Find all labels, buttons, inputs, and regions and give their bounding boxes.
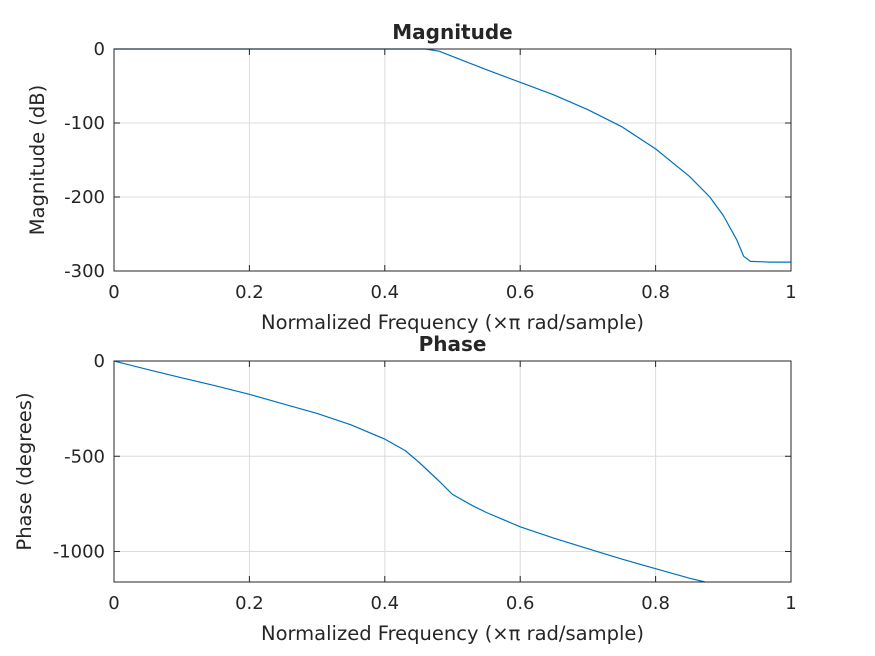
x-tick-label: 1 bbox=[785, 593, 796, 614]
phase-plot: 0 0.2 0.4 0.6 0.8 1 -1000 -500 0 Phase Normalized … bbox=[13, 332, 797, 645]
y-tick-label: 0 bbox=[94, 351, 105, 372]
series-line bbox=[113, 360, 706, 583]
y-tick-label: -1000 bbox=[53, 542, 105, 563]
y-tick-label: -500 bbox=[64, 446, 105, 467]
y-axis-label: Phase (degrees) bbox=[13, 392, 36, 550]
y-tick-label: -300 bbox=[64, 261, 105, 282]
x-tick-label: 0.8 bbox=[641, 282, 670, 303]
axes-box bbox=[113, 360, 792, 583]
x-axis-label: Normalized Frequency (×π rad/sample) bbox=[261, 311, 644, 334]
x-tick-label: 0.4 bbox=[370, 282, 399, 303]
x-tick-label: 0.6 bbox=[506, 282, 535, 303]
chart-title: Magnitude bbox=[392, 20, 513, 44]
chart-title: Phase bbox=[419, 332, 487, 356]
x-tick-label: 0 bbox=[108, 593, 119, 614]
x-axis-label: Normalized Frequency (×π rad/sample) bbox=[261, 622, 644, 645]
x-tick-label: 0.4 bbox=[370, 593, 399, 614]
plot-area bbox=[114, 49, 791, 271]
x-tick-label: 0.6 bbox=[506, 593, 535, 614]
y-tick-label: -100 bbox=[64, 113, 105, 134]
x-tick-label: 0.2 bbox=[235, 282, 264, 303]
magnitude-plot: 0 0.2 0.4 0.6 0.8 1 -300 -200 -100 0 Magnitude Norm… bbox=[26, 20, 797, 334]
y-axis-label: Magnitude (dB) bbox=[26, 85, 49, 235]
x-tick-label: 0 bbox=[108, 282, 119, 303]
x-tick-label: 0.2 bbox=[235, 593, 264, 614]
y-tick-label: -200 bbox=[64, 187, 105, 208]
x-tick-label: 1 bbox=[785, 282, 796, 303]
axes-box bbox=[113, 48, 792, 272]
y-tick-label: 0 bbox=[94, 39, 105, 60]
x-tick-label: 0.8 bbox=[641, 593, 670, 614]
plot-area bbox=[114, 361, 791, 582]
